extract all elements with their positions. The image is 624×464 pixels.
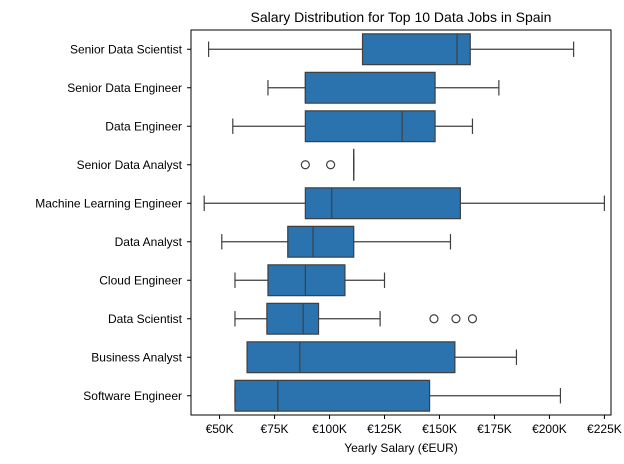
box-group <box>300 148 355 181</box>
box-iqr <box>304 187 461 220</box>
x-tick-label: €175K <box>477 422 512 436</box>
y-tick-label: Data Engineer <box>105 119 182 133</box>
box-iqr <box>267 264 346 297</box>
box-iqr <box>266 302 320 335</box>
x-tick-label: €150K <box>422 422 457 436</box>
box-group <box>267 71 500 104</box>
box-group <box>234 302 478 335</box>
y-tick-label: Senior Data Analyst <box>77 158 183 172</box>
y-tick-label: Senior Data Engineer <box>67 81 182 95</box>
plot-frame <box>190 29 612 416</box>
x-tick-label: €125K <box>367 422 402 436</box>
outlier-point <box>467 314 478 324</box>
x-axis-title: Yearly Salary (€EUR) <box>344 441 458 455</box>
chart-title: Salary Distribution for Top 10 Data Jobs… <box>251 9 552 25</box>
outlier-point <box>300 160 310 170</box>
x-tick-label: €50K <box>206 422 234 436</box>
x-tick-label: €200K <box>532 422 567 436</box>
outlier-point <box>451 314 461 324</box>
box-group <box>221 225 452 258</box>
box-group <box>246 341 518 374</box>
y-tick-label: Senior Data Scientist <box>70 42 183 56</box>
box-group <box>203 187 606 220</box>
outlier-point <box>326 160 336 170</box>
box-iqr <box>287 225 355 258</box>
y-tick-label: Cloud Engineer <box>99 273 182 287</box>
box-group <box>234 379 562 412</box>
outlier-point <box>429 314 439 324</box>
box-group <box>232 110 474 143</box>
x-tick-label: €100K <box>312 422 347 436</box>
box-iqr <box>304 71 436 104</box>
y-tick-label: Machine Learning Engineer <box>35 196 182 210</box>
box-iqr <box>361 33 471 66</box>
y-axis: Senior Data Scientist Senior Data Enginee… <box>35 42 191 403</box>
x-axis: €50K €75K €100K €125K €150K €175K €200K €225K <box>206 415 622 436</box>
y-tick-label: Software Engineer <box>83 389 182 403</box>
y-tick-label: Data Scientist <box>108 312 183 326</box>
x-tick-label: €225K <box>587 422 622 436</box>
y-tick-label: Business Analyst <box>91 350 182 364</box>
box-iqr <box>246 341 456 374</box>
plot-area <box>203 33 606 412</box>
box-iqr <box>304 110 436 143</box>
box-group <box>207 33 575 66</box>
y-tick-label: Data Analyst <box>115 235 183 249</box>
box-group <box>234 264 386 297</box>
x-tick-label: €75K <box>261 422 289 436</box>
box-iqr <box>234 379 431 412</box>
